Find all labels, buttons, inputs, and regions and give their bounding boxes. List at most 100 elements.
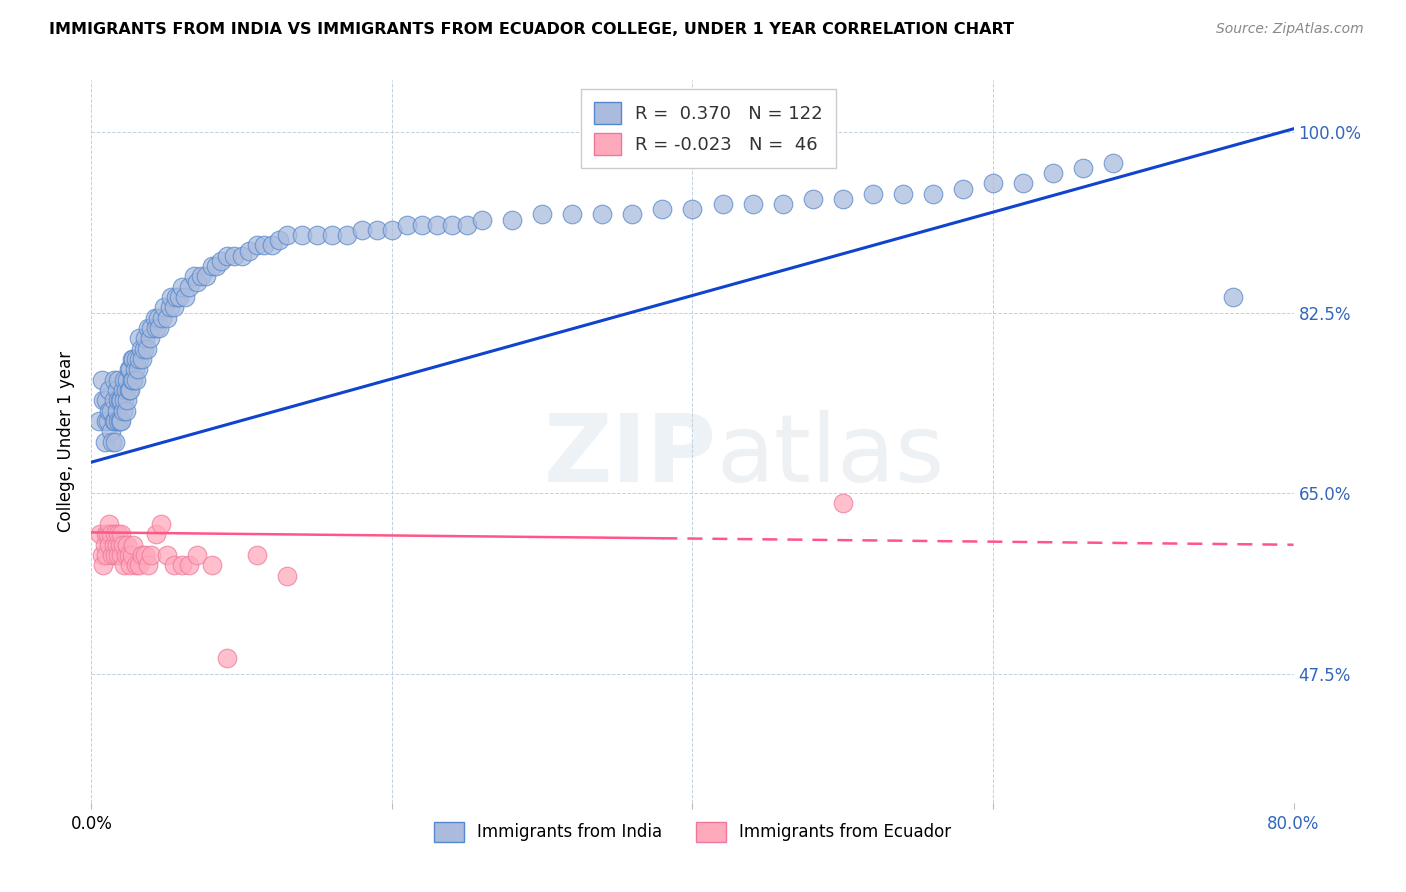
Point — [155, 310, 177, 325]
Point — [801, 192, 824, 206]
Point — [90, 548, 112, 562]
Point — [149, 517, 172, 532]
Point — [108, 538, 131, 552]
Point — [246, 238, 269, 252]
Point — [94, 538, 117, 552]
Point — [321, 228, 343, 243]
Point — [114, 373, 136, 387]
Point — [561, 207, 583, 221]
Point — [93, 393, 115, 408]
Point — [111, 403, 134, 417]
Point — [531, 207, 554, 221]
Point — [97, 527, 120, 541]
Point — [186, 548, 208, 562]
Point — [440, 218, 463, 232]
Text: atlas: atlas — [717, 410, 945, 502]
Point — [155, 548, 177, 562]
Point — [104, 527, 127, 541]
Point — [711, 197, 734, 211]
Point — [260, 238, 283, 252]
Point — [224, 249, 246, 263]
Point — [246, 548, 269, 562]
Point — [104, 434, 127, 449]
Point — [152, 301, 174, 315]
Point — [132, 342, 155, 356]
Point — [173, 290, 195, 304]
Point — [131, 351, 153, 366]
Point — [118, 362, 141, 376]
Point — [138, 321, 160, 335]
Point — [276, 228, 298, 243]
Point — [101, 434, 124, 449]
Point — [456, 218, 478, 232]
Point — [366, 223, 388, 237]
Point — [103, 373, 125, 387]
Point — [128, 331, 150, 345]
Point — [163, 558, 186, 573]
Point — [120, 558, 142, 573]
Point — [128, 351, 150, 366]
Point — [134, 548, 156, 562]
Point — [94, 434, 117, 449]
Point — [121, 373, 143, 387]
Point — [138, 558, 160, 573]
Point — [110, 548, 132, 562]
Point — [681, 202, 703, 217]
Point — [1012, 177, 1035, 191]
Point — [108, 414, 131, 428]
Point — [741, 197, 763, 211]
Point — [98, 538, 121, 552]
Point — [1042, 166, 1064, 180]
Point — [952, 182, 974, 196]
Point — [87, 414, 110, 428]
Point — [141, 548, 163, 562]
Point — [103, 393, 125, 408]
Point — [139, 331, 162, 345]
Point — [114, 393, 136, 408]
Point — [107, 393, 129, 408]
Point — [170, 279, 193, 293]
Point — [107, 527, 129, 541]
Point — [96, 548, 118, 562]
Point — [831, 192, 853, 206]
Point — [350, 223, 373, 237]
Point — [136, 342, 159, 356]
Point — [411, 218, 433, 232]
Point — [111, 383, 134, 397]
Y-axis label: College, Under 1 year: College, Under 1 year — [58, 351, 76, 533]
Point — [98, 403, 121, 417]
Point — [177, 279, 200, 293]
Point — [120, 383, 142, 397]
Point — [125, 558, 148, 573]
Point — [111, 538, 134, 552]
Point — [96, 527, 118, 541]
Point — [110, 527, 132, 541]
Point — [115, 548, 138, 562]
Point — [621, 207, 644, 221]
Point — [215, 249, 238, 263]
Point — [104, 414, 127, 428]
Point — [89, 527, 111, 541]
Point — [134, 331, 156, 345]
Point — [98, 517, 121, 532]
Point — [1102, 156, 1125, 170]
Point — [183, 269, 205, 284]
Point — [122, 373, 145, 387]
Point — [104, 548, 127, 562]
Point — [165, 290, 187, 304]
Point — [170, 558, 193, 573]
Point — [98, 383, 121, 397]
Point — [90, 373, 112, 387]
Point — [96, 393, 118, 408]
Point — [124, 362, 146, 376]
Point — [205, 259, 228, 273]
Point — [291, 228, 314, 243]
Point — [150, 310, 173, 325]
Point — [110, 414, 132, 428]
Point — [146, 310, 169, 325]
Point — [107, 548, 129, 562]
Point — [981, 177, 1004, 191]
Point — [194, 269, 217, 284]
Point — [831, 496, 853, 510]
Text: Source: ZipAtlas.com: Source: ZipAtlas.com — [1216, 22, 1364, 37]
